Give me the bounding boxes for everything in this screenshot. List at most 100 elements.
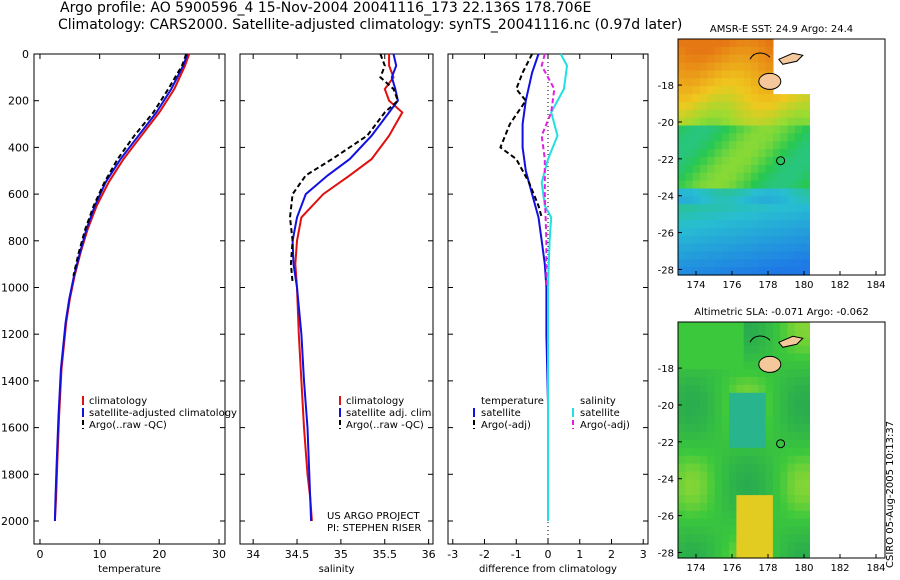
map-cell (707, 243, 716, 252)
map-cell (758, 212, 767, 221)
map-cell (743, 212, 752, 221)
x-tick-label: 174 (686, 280, 705, 291)
map-cell (743, 219, 752, 229)
map-cell (678, 345, 686, 355)
map-cell (721, 369, 730, 378)
legend-label: Argo(..raw -QC) (89, 420, 167, 431)
map-cell (714, 361, 723, 370)
map-cell (765, 235, 774, 245)
map-cell (802, 510, 810, 520)
map-title: AMSR-E SST: 24.9 Argo: 24.4 (710, 24, 853, 35)
map-cell (765, 510, 774, 520)
map-cell (802, 109, 810, 119)
x-tick-label: 180 (794, 563, 813, 574)
map-cell (699, 416, 708, 425)
map-cell (751, 141, 759, 150)
map-cell (743, 329, 752, 339)
map-cell (736, 149, 745, 158)
map-cell (692, 526, 701, 535)
map-cell (780, 164, 789, 174)
map-cell (721, 424, 730, 433)
map-cell (743, 361, 752, 370)
legend-label: satellite-adjusted climatology (89, 408, 237, 419)
map-cell (780, 101, 789, 111)
map-cell (707, 495, 716, 504)
map-cell (721, 125, 730, 134)
map-cell (765, 408, 774, 417)
map-cell (765, 243, 774, 252)
coastline (749, 52, 771, 60)
title-line-2: Climatology: CARS2000. Satellite-adjuste… (58, 17, 683, 33)
map-cell (802, 400, 810, 410)
map-cell (743, 62, 752, 72)
map-cell (780, 149, 789, 158)
y-tick-label: -24 (658, 475, 674, 486)
map-cell (787, 259, 796, 268)
map-cell (714, 495, 723, 504)
map-cell (802, 149, 810, 158)
map-cell (699, 54, 708, 64)
map-cell (758, 345, 767, 355)
map-cell (707, 46, 716, 56)
map-cell (736, 109, 745, 119)
map-cell (780, 424, 789, 433)
map-cell (794, 463, 803, 473)
map-cell (743, 408, 752, 417)
map-cell (685, 212, 694, 221)
map-frame (677, 321, 886, 559)
map-cell (729, 78, 737, 87)
map-cell (751, 212, 759, 221)
map-cell (685, 149, 694, 158)
map-cell (794, 377, 803, 386)
map-cell (699, 101, 708, 111)
map-cell (678, 487, 686, 496)
map-cell (751, 329, 759, 339)
map-cell (707, 267, 716, 276)
map-cell (692, 54, 701, 64)
panel-frame (239, 53, 434, 545)
map-cell (729, 329, 737, 339)
map-cell (780, 125, 789, 134)
map-cell (772, 196, 781, 205)
map-cell (758, 518, 767, 528)
map-cell (787, 188, 796, 197)
map-cell (758, 62, 767, 72)
map-cell (772, 518, 781, 528)
panel-1 (33, 53, 226, 545)
map-cell (772, 101, 781, 111)
map-cell (802, 361, 810, 370)
map-cell (729, 251, 737, 260)
map-cell (802, 432, 810, 441)
map-cell (743, 345, 752, 355)
map-cell (772, 471, 781, 480)
map-cell (758, 322, 767, 331)
panel-3 (447, 53, 649, 545)
map-cell (794, 432, 803, 441)
map-cell (772, 164, 781, 174)
map-cell (787, 109, 796, 119)
map-cell (707, 502, 716, 512)
map-cell (692, 219, 701, 229)
map-cell (714, 212, 723, 221)
map-cell (751, 463, 759, 473)
map-cell (729, 39, 737, 48)
map-cell (772, 322, 781, 331)
y-tick-label: -28 (658, 265, 674, 276)
map-cell (729, 447, 737, 457)
map-cell (729, 204, 737, 213)
map-cell (765, 518, 774, 528)
map-cell (714, 78, 723, 87)
map-cell (780, 204, 789, 213)
map-cell (736, 259, 745, 268)
map-cell (772, 172, 781, 182)
map-cell (707, 408, 716, 417)
map-cell (707, 164, 716, 174)
map-cell (729, 369, 737, 378)
map-cell (699, 377, 708, 386)
y-tick-label: -18 (658, 81, 674, 92)
map-panel-2 (677, 321, 886, 559)
map-cell (678, 510, 686, 520)
map-cell (751, 46, 759, 56)
map-cell (721, 180, 730, 190)
map-cell (707, 54, 716, 64)
